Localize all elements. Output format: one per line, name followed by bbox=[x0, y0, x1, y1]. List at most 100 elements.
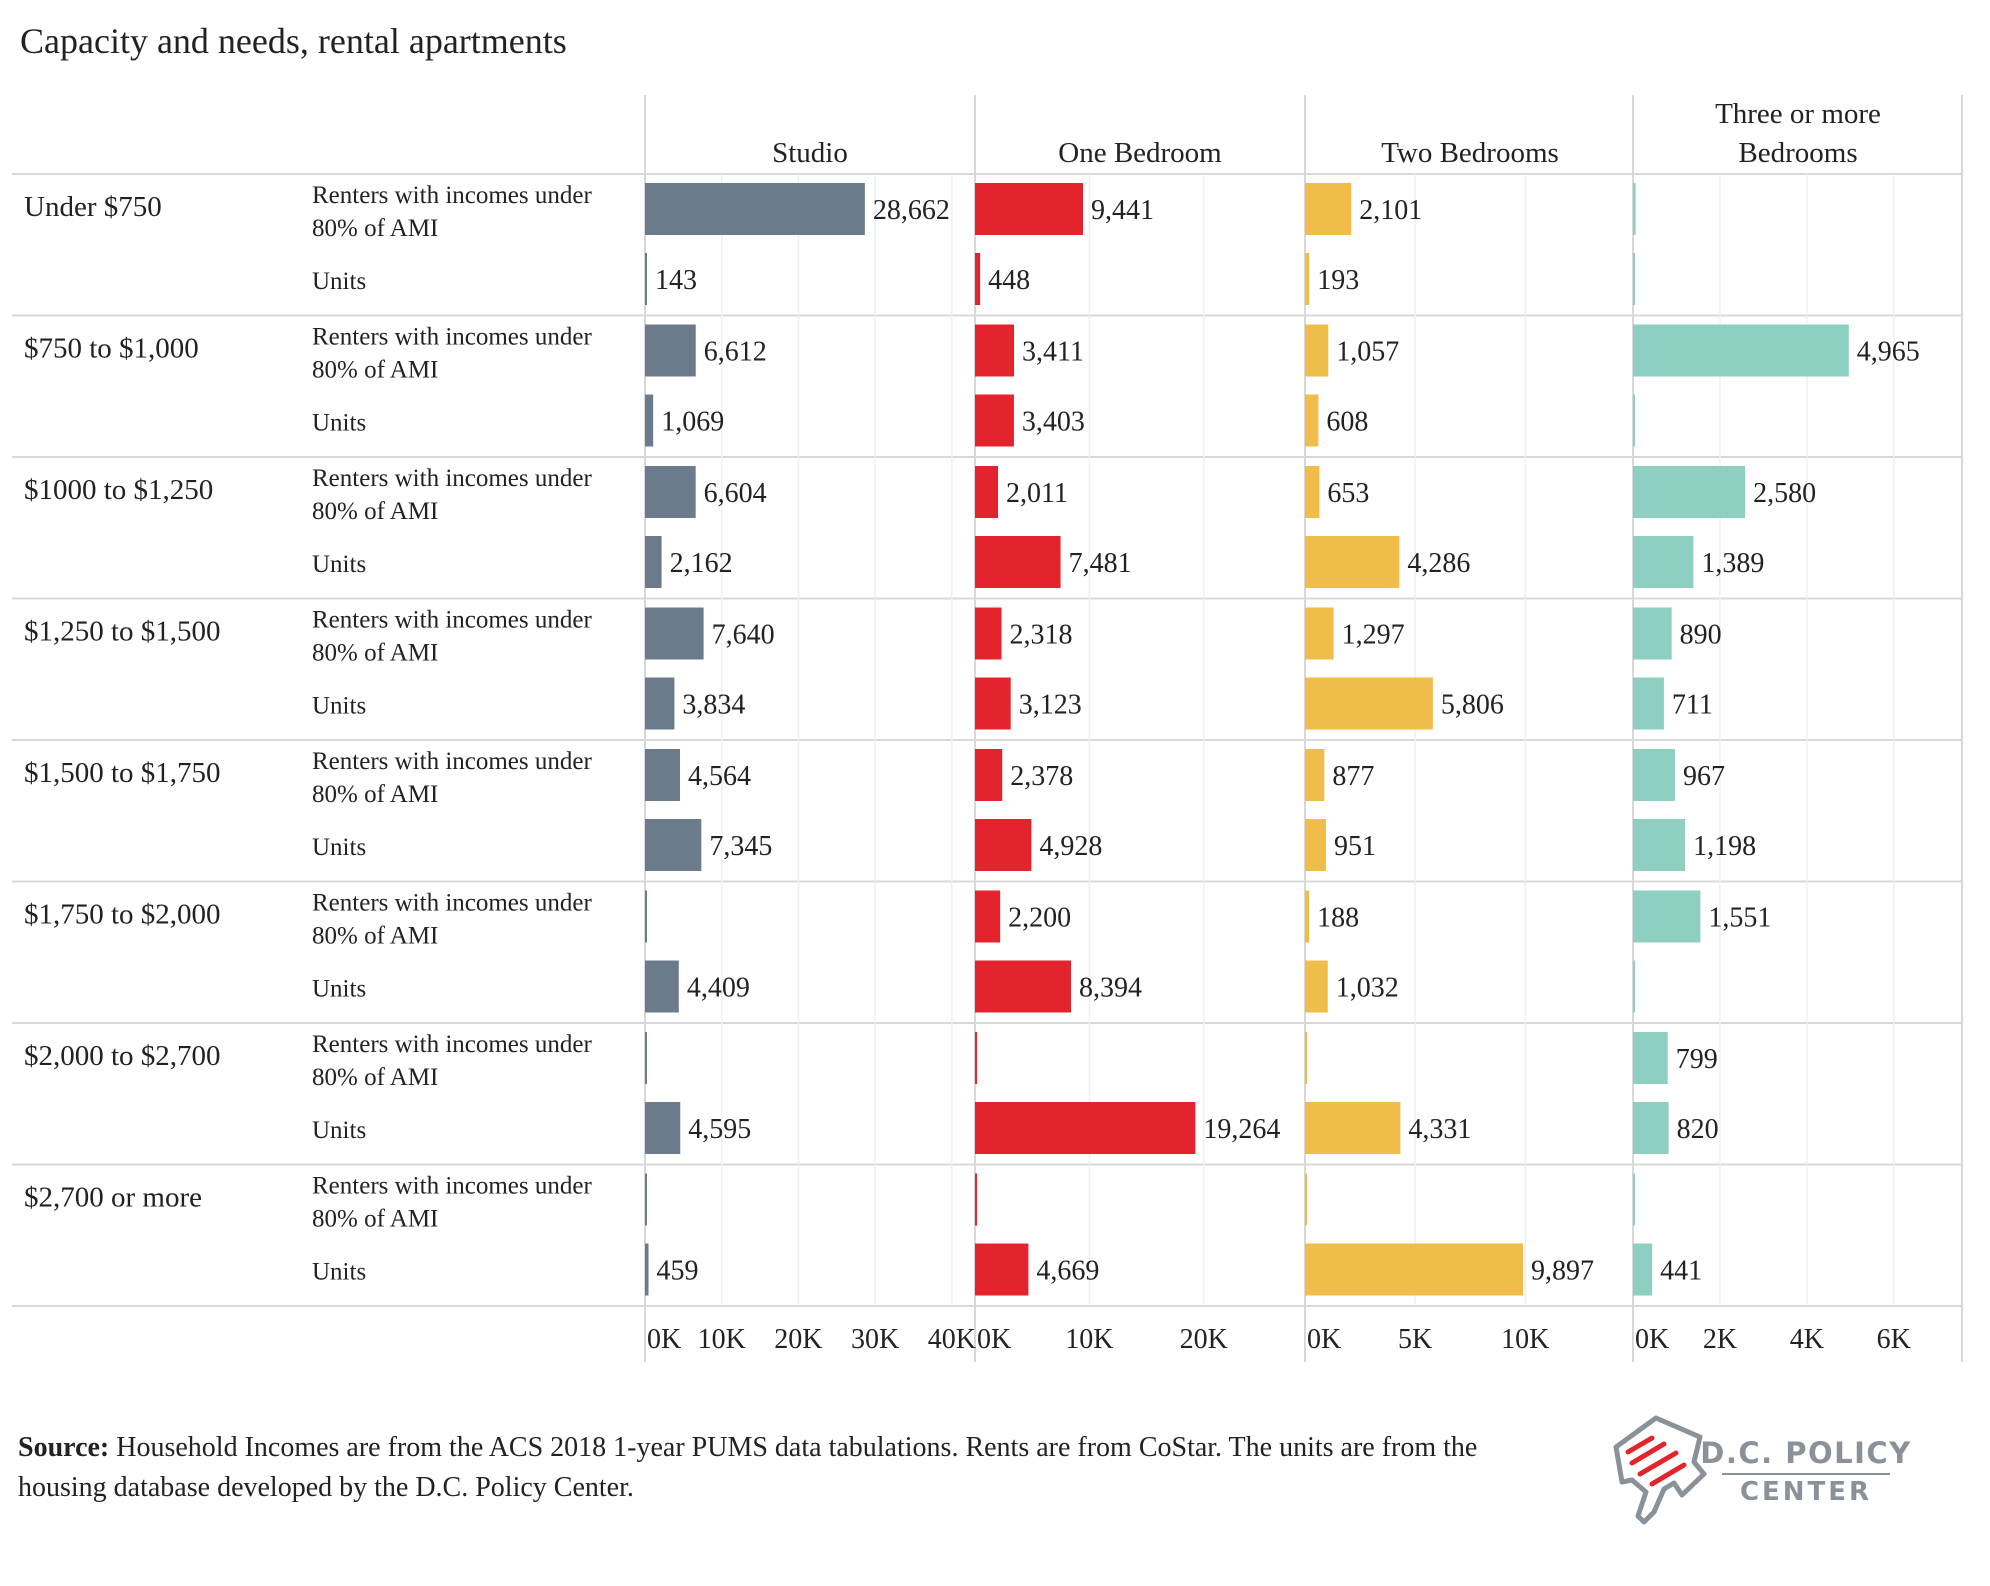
measure-label: Renters with incomes under bbox=[312, 607, 592, 634]
bar bbox=[1305, 1173, 1307, 1226]
bar-value-label: 1,297 bbox=[1342, 620, 1405, 651]
bar bbox=[975, 466, 999, 518]
x-tick-label: 10K bbox=[1501, 1324, 1549, 1355]
bar bbox=[1305, 1243, 1524, 1296]
bar bbox=[1633, 183, 1636, 235]
bar bbox=[1633, 324, 1849, 377]
bar bbox=[645, 466, 696, 518]
rent-group-label: $750 to $1,000 bbox=[24, 333, 199, 365]
measure-label: Units bbox=[312, 551, 366, 578]
bar bbox=[1633, 819, 1686, 871]
measure-label: Units bbox=[312, 976, 366, 1003]
bar-value-label: 3,834 bbox=[682, 690, 745, 721]
bar bbox=[1305, 1032, 1307, 1084]
bar bbox=[975, 394, 1014, 447]
bar-value-label: 4,331 bbox=[1408, 1114, 1471, 1145]
bar bbox=[975, 890, 1001, 943]
x-tick-label: 30K bbox=[851, 1324, 899, 1355]
bar-value-label: 711 bbox=[1672, 690, 1713, 721]
bar bbox=[645, 536, 662, 588]
bar-value-label: 2,580 bbox=[1753, 478, 1816, 509]
bar bbox=[1305, 253, 1310, 305]
bar bbox=[1305, 1102, 1401, 1154]
bar bbox=[1633, 1032, 1668, 1084]
measure-label: 80% of AMI bbox=[312, 498, 438, 525]
column-header: Bedrooms bbox=[1738, 137, 1857, 169]
bar bbox=[975, 819, 1032, 871]
bar bbox=[645, 253, 647, 305]
bar bbox=[645, 960, 679, 1013]
x-tick-label: 0K bbox=[977, 1324, 1011, 1355]
bar-value-label: 6,612 bbox=[704, 337, 767, 368]
bar bbox=[645, 1102, 681, 1154]
x-tick-label: 10K bbox=[698, 1324, 746, 1355]
bar-value-label: 951 bbox=[1334, 831, 1376, 862]
measure-label: Units bbox=[312, 268, 366, 295]
x-tick-label: 4K bbox=[1790, 1324, 1824, 1355]
bar bbox=[1633, 677, 1664, 730]
bar bbox=[1305, 960, 1328, 1013]
bar-value-label: 19,264 bbox=[1203, 1114, 1280, 1145]
bar bbox=[645, 677, 675, 730]
bar bbox=[1633, 466, 1746, 518]
bar bbox=[975, 677, 1011, 730]
rent-group-label: $1,500 to $1,750 bbox=[24, 757, 221, 789]
measure-label: Units bbox=[312, 834, 366, 861]
bar-value-label: 8,394 bbox=[1079, 973, 1142, 1004]
bar bbox=[975, 253, 981, 305]
bar-value-label: 7,481 bbox=[1069, 548, 1132, 579]
measure-label: 80% of AMI bbox=[312, 923, 438, 950]
bar-value-label: 6,604 bbox=[704, 478, 767, 509]
measure-label: 80% of AMI bbox=[312, 215, 438, 242]
logo-line2: CENTER bbox=[1740, 1477, 1872, 1507]
measure-label: 80% of AMI bbox=[312, 1206, 438, 1233]
bar-value-label: 7,640 bbox=[712, 620, 775, 651]
bar bbox=[1305, 536, 1400, 588]
x-tick-label: 20K bbox=[1180, 1324, 1228, 1355]
bar-value-label: 4,564 bbox=[688, 761, 751, 792]
source-label: Source: bbox=[18, 1432, 110, 1463]
bar-value-label: 3,403 bbox=[1022, 407, 1085, 438]
bar-value-label: 4,409 bbox=[687, 973, 750, 1004]
bar bbox=[1633, 607, 1672, 660]
bar bbox=[645, 1173, 647, 1226]
bar-value-label: 448 bbox=[988, 265, 1030, 296]
measure-label: 80% of AMI bbox=[312, 640, 438, 667]
bar bbox=[975, 607, 1002, 660]
bar bbox=[1305, 324, 1329, 377]
bar bbox=[1305, 749, 1325, 801]
column-header: One Bedroom bbox=[1058, 137, 1222, 169]
measure-label: 80% of AMI bbox=[312, 1064, 438, 1091]
x-tick-label: 6K bbox=[1877, 1324, 1911, 1355]
bar bbox=[1305, 466, 1320, 518]
bar bbox=[1633, 536, 1694, 588]
bar-value-label: 4,286 bbox=[1407, 548, 1470, 579]
bar-value-label: 799 bbox=[1676, 1044, 1718, 1075]
measure-label: Units bbox=[312, 1117, 366, 1144]
column-header: Studio bbox=[772, 137, 848, 169]
x-tick-label: 0K bbox=[647, 1324, 681, 1355]
bar bbox=[645, 607, 704, 660]
bar-value-label: 877 bbox=[1332, 761, 1374, 792]
bar-value-label: 2,200 bbox=[1008, 903, 1071, 934]
bar-value-label: 2,162 bbox=[670, 548, 733, 579]
bar-value-label: 193 bbox=[1317, 265, 1359, 296]
bar bbox=[1305, 677, 1433, 730]
bar-value-label: 1,551 bbox=[1708, 903, 1771, 934]
x-tick-label: 10K bbox=[1065, 1324, 1113, 1355]
bar bbox=[975, 1243, 1029, 1296]
bar bbox=[1633, 890, 1701, 943]
bar-value-label: 3,123 bbox=[1019, 690, 1082, 721]
bar-value-label: 5,806 bbox=[1441, 690, 1504, 721]
bar-value-label: 653 bbox=[1327, 478, 1369, 509]
bar-value-label: 1,057 bbox=[1336, 337, 1399, 368]
measure-label: Renters with incomes under bbox=[312, 890, 592, 917]
dc-policy-center-logo: D.C. POLICY CENTER bbox=[1613, 1415, 1910, 1525]
measure-label: Renters with incomes under bbox=[312, 465, 592, 492]
bar-value-label: 4,595 bbox=[688, 1114, 751, 1145]
bar bbox=[1305, 607, 1334, 660]
rent-group-label: $2,000 to $2,700 bbox=[24, 1040, 221, 1072]
bar-value-label: 608 bbox=[1326, 407, 1368, 438]
bars-layer bbox=[645, 183, 1849, 1296]
bar-value-label: 28,662 bbox=[873, 195, 950, 226]
